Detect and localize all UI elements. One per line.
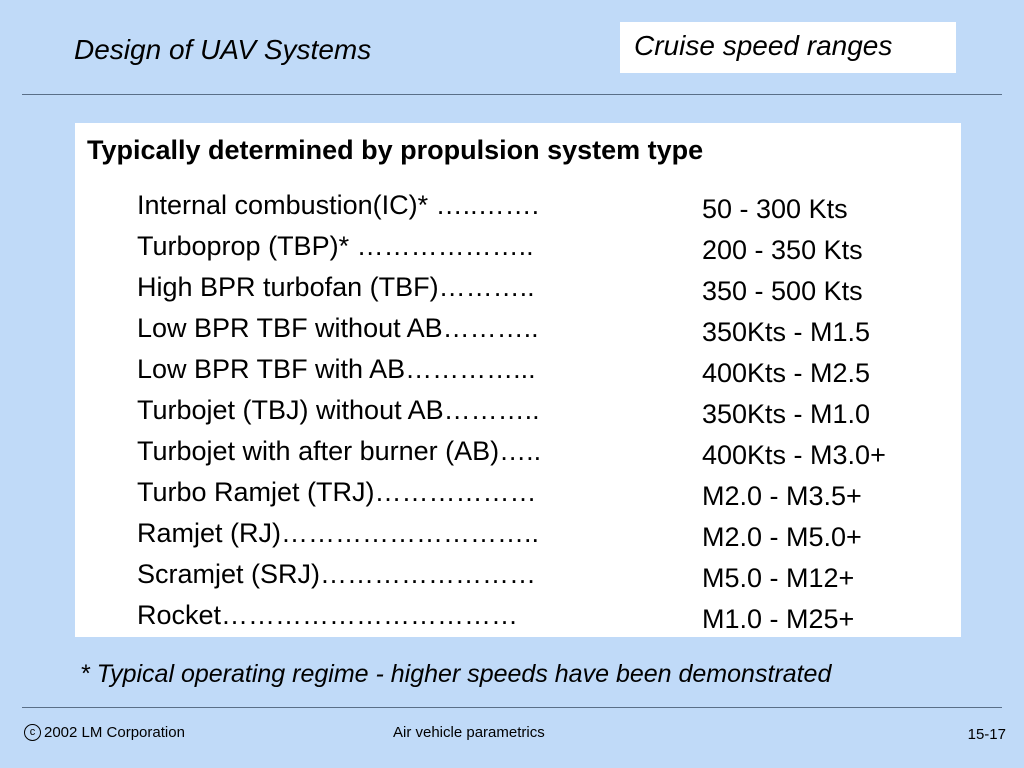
page-number: 15-17 (967, 726, 1006, 743)
speed-range: 350 - 500 Kts (702, 276, 863, 306)
footnote: * Typical operating regime - higher spee… (80, 660, 832, 688)
propulsion-list: Internal combustion(IC)* …..……. Turbopro… (137, 185, 541, 636)
footer-copyright: c 2002 LM Corporation (24, 724, 185, 741)
footer-divider (22, 707, 1002, 708)
speed-list: 50 - 300 Kts 200 - 350 Kts 350 - 500 Kts… (702, 189, 886, 640)
propulsion-item: Rocket…………………………… (137, 600, 519, 630)
speed-range: 200 - 350 Kts (702, 235, 863, 265)
slide-title-box: Cruise speed ranges (620, 22, 956, 73)
propulsion-item: Low BPR TBF without AB……….. (137, 313, 539, 343)
speed-range: 400Kts - M3.0+ (702, 440, 886, 470)
header-divider (22, 94, 1002, 95)
speed-range: M5.0 - M12+ (702, 563, 855, 593)
speed-range: M2.0 - M3.5+ (702, 481, 862, 511)
speed-range: 350Kts - M1.0 (702, 399, 871, 429)
speed-range: 50 - 300 Kts (702, 194, 848, 224)
content-heading: Typically determined by propulsion syste… (87, 135, 704, 165)
propulsion-item: Turbojet (TBJ) without AB……….. (137, 395, 540, 425)
speed-range: M1.0 - M25+ (702, 604, 855, 634)
copyright-icon: c (24, 724, 41, 741)
propulsion-item: Scramjet (SRJ)…………………… (137, 559, 537, 589)
speed-range: 400Kts - M2.5 (702, 358, 871, 388)
propulsion-item: Internal combustion(IC)* …..……. (137, 190, 540, 220)
propulsion-item: Turbojet with after burner (AB)….. (137, 436, 542, 466)
propulsion-item: Low BPR TBF with AB…………... (137, 354, 536, 384)
speed-range: M2.0 - M5.0+ (702, 522, 862, 552)
deck-title: Design of UAV Systems (74, 34, 372, 65)
propulsion-item: Turbo Ramjet (TRJ)……………… (137, 477, 537, 507)
propulsion-item: Ramjet (RJ)……………………….. (137, 518, 540, 548)
copyright-text: 2002 LM Corporation (44, 724, 185, 741)
speed-range: 350Kts - M1.5 (702, 317, 871, 347)
content-panel: Typically determined by propulsion syste… (75, 123, 961, 637)
propulsion-item: High BPR turbofan (TBF)……….. (137, 272, 535, 302)
propulsion-item: Turboprop (TBP)* ……………….. (137, 231, 534, 261)
footer-section-title: Air vehicle parametrics (393, 724, 545, 741)
slide-title: Cruise speed ranges (634, 30, 893, 61)
